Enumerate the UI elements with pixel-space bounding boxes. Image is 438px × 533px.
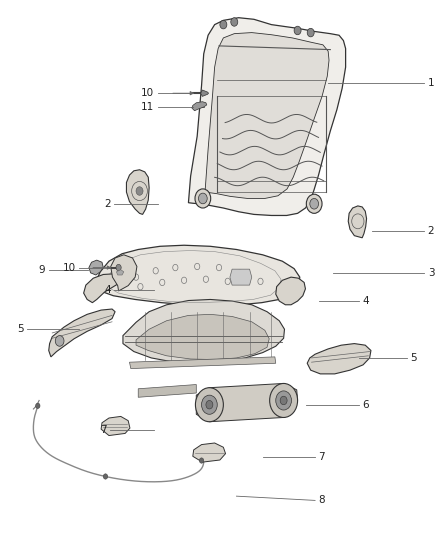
Text: 11: 11 — [141, 102, 154, 112]
Circle shape — [116, 264, 121, 271]
Polygon shape — [196, 383, 297, 422]
Polygon shape — [192, 102, 207, 111]
Circle shape — [220, 20, 227, 29]
Polygon shape — [188, 18, 346, 215]
Circle shape — [231, 18, 238, 26]
Circle shape — [307, 28, 314, 37]
Text: 4: 4 — [104, 285, 111, 295]
Polygon shape — [117, 270, 124, 275]
Text: 1: 1 — [427, 78, 434, 88]
Circle shape — [294, 26, 301, 35]
Text: 7: 7 — [318, 452, 325, 462]
Circle shape — [306, 194, 322, 213]
Circle shape — [310, 198, 318, 209]
Circle shape — [35, 403, 40, 408]
Circle shape — [199, 458, 204, 463]
Text: 10: 10 — [63, 263, 76, 272]
Polygon shape — [205, 33, 329, 198]
Circle shape — [276, 391, 291, 410]
Circle shape — [55, 336, 64, 346]
Text: 3: 3 — [427, 269, 434, 278]
Polygon shape — [130, 357, 276, 368]
Polygon shape — [307, 344, 371, 374]
Polygon shape — [84, 274, 119, 303]
Circle shape — [270, 383, 297, 417]
Text: 2: 2 — [427, 226, 434, 236]
Circle shape — [206, 400, 213, 409]
Circle shape — [136, 187, 143, 195]
Text: 5: 5 — [17, 324, 23, 334]
Text: 7: 7 — [100, 425, 106, 435]
Text: 6: 6 — [362, 400, 369, 410]
Circle shape — [198, 193, 207, 204]
Polygon shape — [201, 90, 208, 96]
Polygon shape — [230, 269, 252, 285]
Polygon shape — [136, 314, 269, 360]
Circle shape — [195, 387, 223, 422]
Text: 10: 10 — [141, 88, 154, 98]
Polygon shape — [89, 260, 103, 275]
Text: 9: 9 — [39, 265, 45, 274]
Polygon shape — [193, 443, 226, 462]
Text: 4: 4 — [362, 296, 369, 306]
Polygon shape — [95, 245, 300, 306]
Polygon shape — [49, 309, 115, 357]
Polygon shape — [111, 255, 137, 291]
Text: 5: 5 — [410, 353, 417, 363]
Polygon shape — [348, 206, 367, 238]
Circle shape — [201, 395, 217, 414]
Polygon shape — [123, 300, 285, 364]
Polygon shape — [112, 265, 134, 281]
Circle shape — [195, 189, 211, 208]
Polygon shape — [138, 384, 196, 397]
Polygon shape — [276, 277, 305, 305]
Circle shape — [280, 396, 287, 405]
Text: 2: 2 — [104, 199, 111, 209]
Polygon shape — [101, 416, 130, 435]
Polygon shape — [127, 169, 149, 214]
Circle shape — [103, 474, 108, 479]
Text: 8: 8 — [318, 495, 325, 505]
